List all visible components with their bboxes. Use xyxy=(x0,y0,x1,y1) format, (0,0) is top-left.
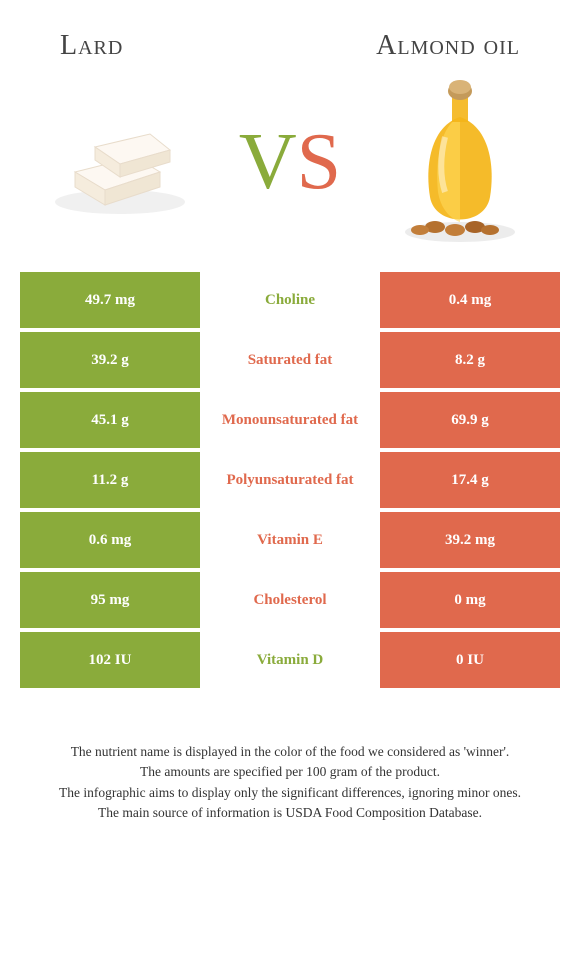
nutrient-row: 102 IUVitamin D0 IU xyxy=(20,632,560,688)
left-value: 102 IU xyxy=(20,632,200,688)
nutrient-table: 49.7 mgCholine0.4 mg39.2 gSaturated fat8… xyxy=(0,272,580,688)
nutrient-row: 95 mgCholesterol0 mg xyxy=(20,572,560,628)
left-value: 39.2 g xyxy=(20,332,200,388)
nutrient-label: Vitamin E xyxy=(200,512,380,568)
nutrient-label: Choline xyxy=(200,272,380,328)
nutrient-row: 0.6 mgVitamin E39.2 mg xyxy=(20,512,560,568)
right-value: 0 IU xyxy=(380,632,560,688)
lard-image xyxy=(40,82,200,242)
nutrient-label: Polyunsaturated fat xyxy=(200,452,380,508)
nutrient-label: Saturated fat xyxy=(200,332,380,388)
right-value: 69.9 g xyxy=(380,392,560,448)
nutrient-row: 39.2 gSaturated fat8.2 g xyxy=(20,332,560,388)
left-value: 0.6 mg xyxy=(20,512,200,568)
almond-oil-image xyxy=(380,82,540,242)
left-value: 11.2 g xyxy=(20,452,200,508)
vs-v: V xyxy=(239,118,297,206)
nutrient-label: Vitamin D xyxy=(200,632,380,688)
left-value: 49.7 mg xyxy=(20,272,200,328)
right-value: 17.4 g xyxy=(380,452,560,508)
nutrient-row: 11.2 gPolyunsaturated fat17.4 g xyxy=(20,452,560,508)
right-value: 39.2 mg xyxy=(380,512,560,568)
right-value: 0.4 mg xyxy=(380,272,560,328)
footnote-line: The infographic aims to display only the… xyxy=(20,783,560,803)
right-value: 8.2 g xyxy=(380,332,560,388)
footnotes: The nutrient name is displayed in the co… xyxy=(0,692,580,823)
right-title: Almond oil xyxy=(376,30,520,62)
footnote-line: The amounts are specified per 100 gram o… xyxy=(20,762,560,782)
vs-label: VS xyxy=(239,117,341,208)
vs-s: S xyxy=(297,118,342,206)
images-row: VS xyxy=(0,72,580,272)
nutrient-label: Monounsaturated fat xyxy=(200,392,380,448)
nutrient-label: Cholesterol xyxy=(200,572,380,628)
left-value: 45.1 g xyxy=(20,392,200,448)
header: Lard Almond oil xyxy=(0,0,580,72)
nutrient-row: 45.1 gMonounsaturated fat69.9 g xyxy=(20,392,560,448)
footnote-line: The nutrient name is displayed in the co… xyxy=(20,742,560,762)
left-value: 95 mg xyxy=(20,572,200,628)
right-value: 0 mg xyxy=(380,572,560,628)
left-title: Lard xyxy=(60,30,123,62)
footnote-line: The main source of information is USDA F… xyxy=(20,803,560,823)
nutrient-row: 49.7 mgCholine0.4 mg xyxy=(20,272,560,328)
